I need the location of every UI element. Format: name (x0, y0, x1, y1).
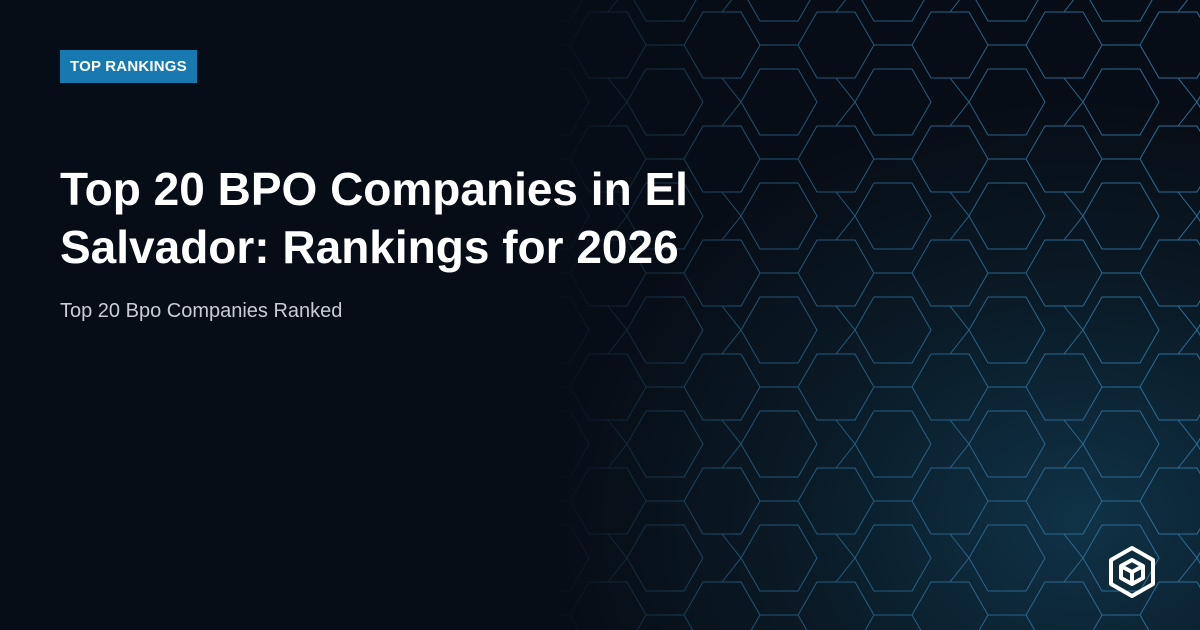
subtitle: Top 20 Bpo Companies Ranked (60, 300, 343, 322)
logo (1109, 546, 1155, 598)
headline: Top 20 BPO Companies in El Salvador: Ran… (60, 163, 688, 273)
category-badge: TOP RANKINGS (60, 50, 197, 83)
